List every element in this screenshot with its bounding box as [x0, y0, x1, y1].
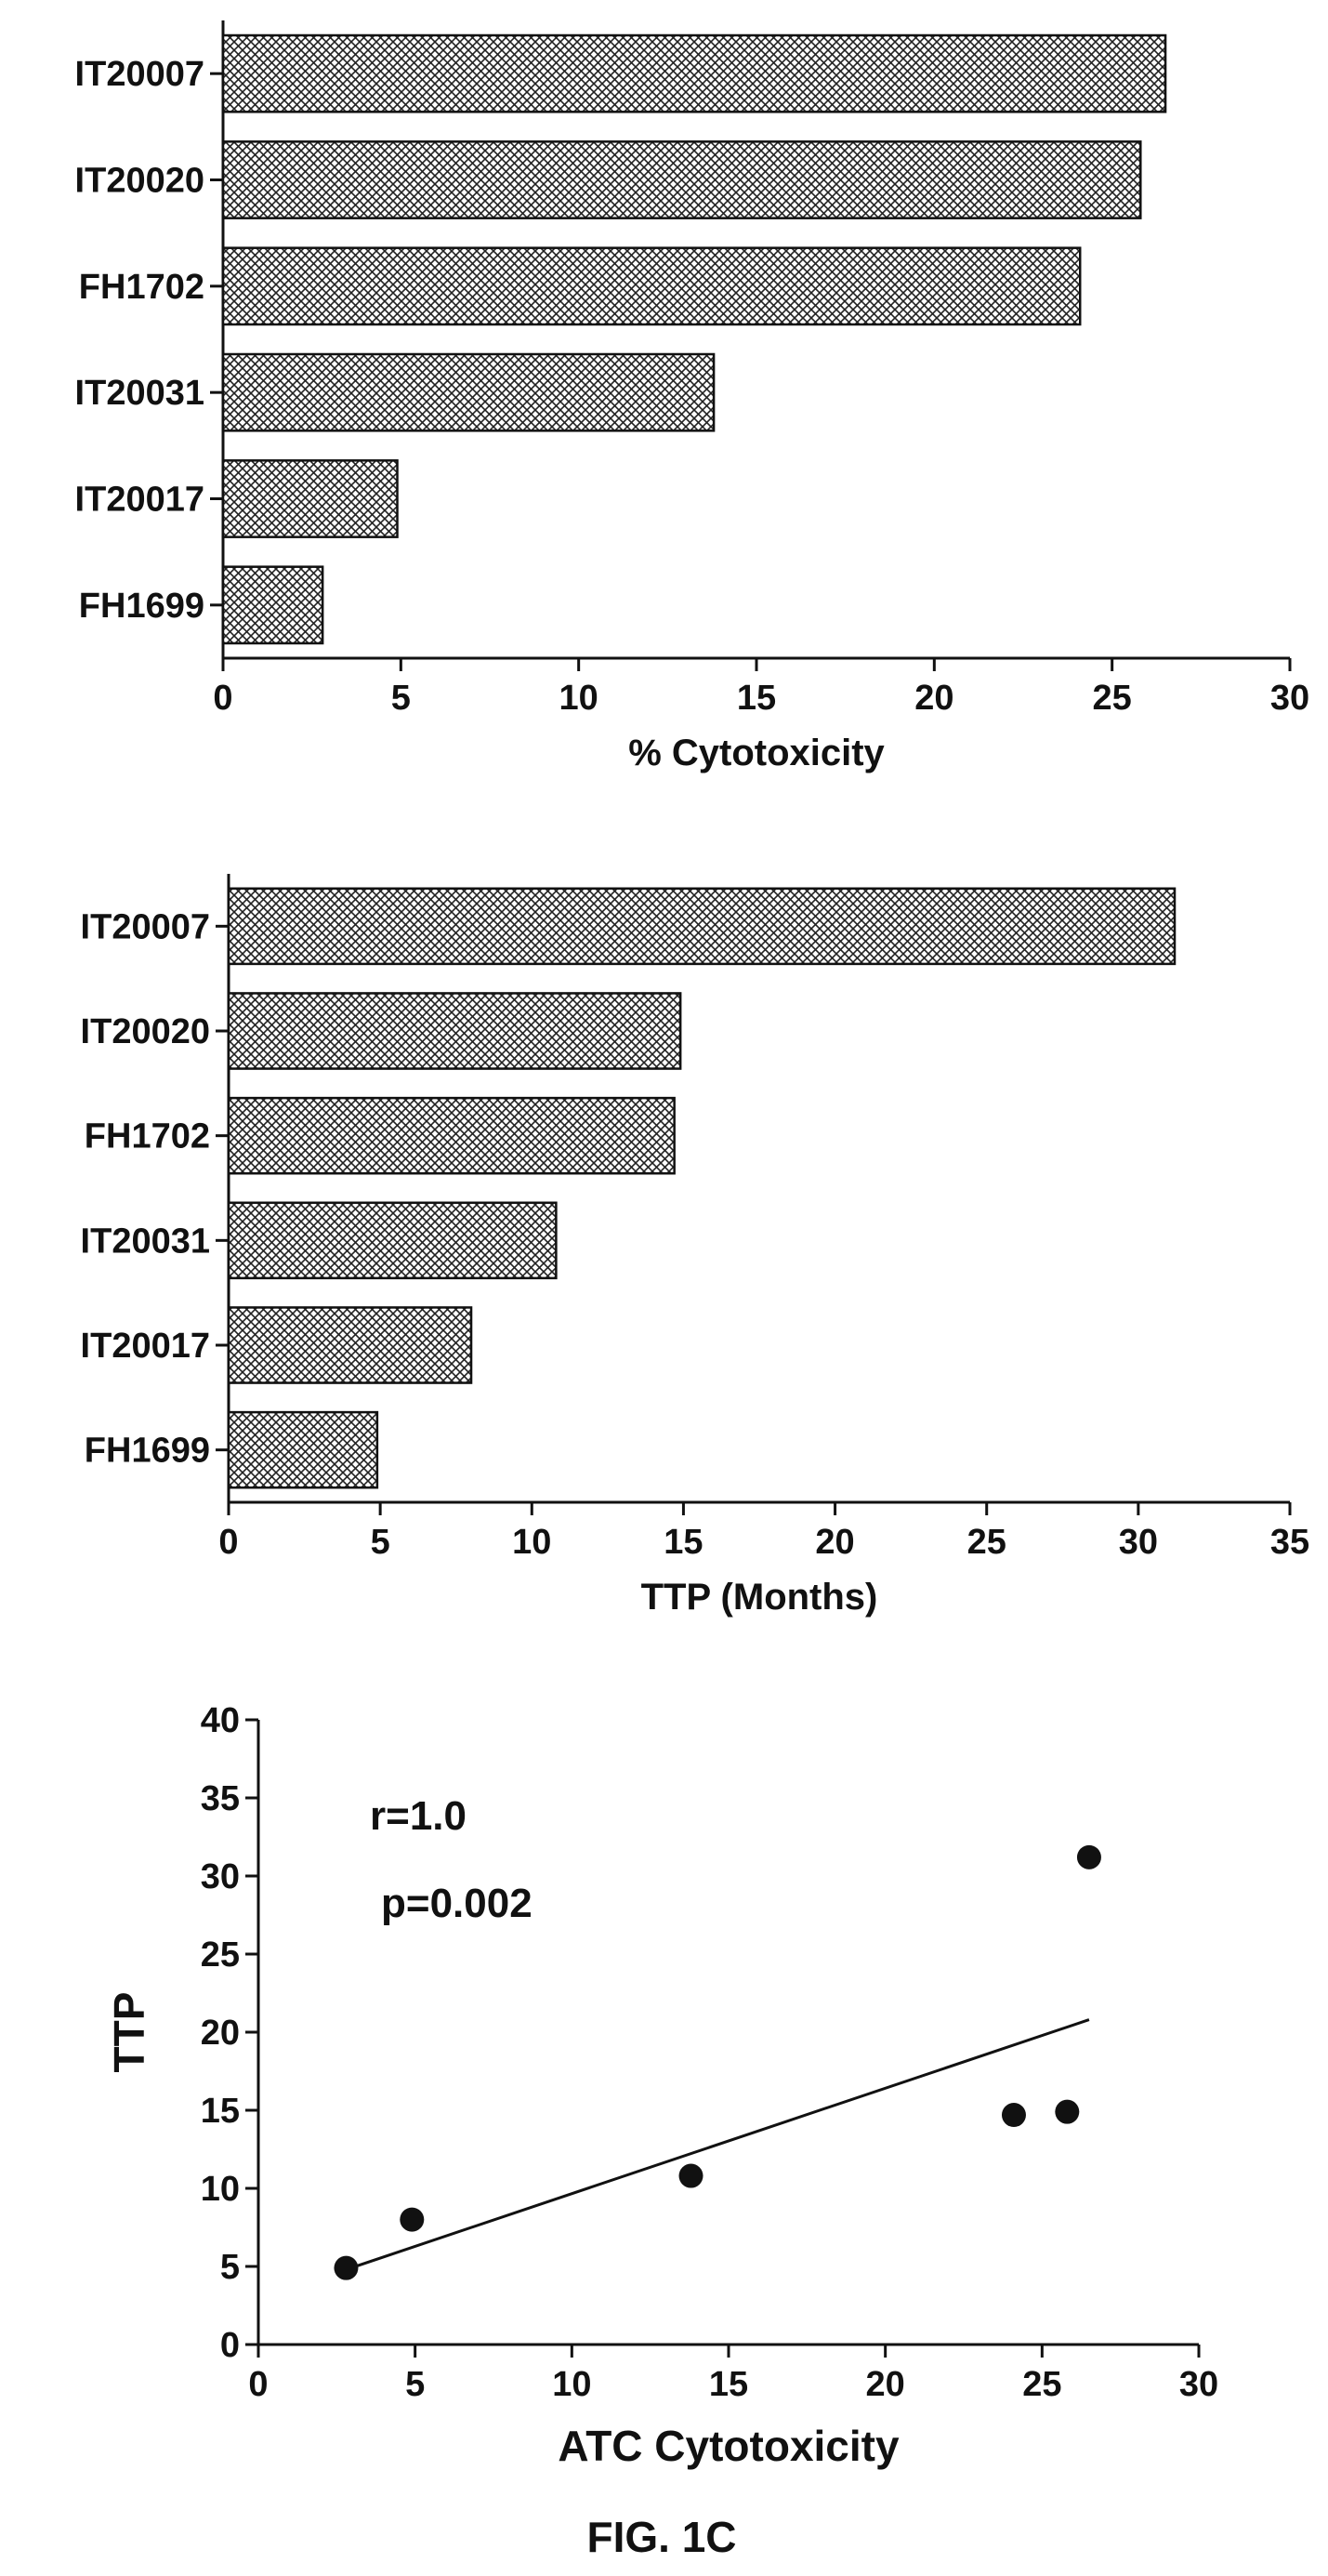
data-point — [678, 2163, 703, 2188]
y-tick-label: 30 — [201, 1857, 240, 1896]
y-tick-label: FH1699 — [85, 1432, 210, 1471]
x-tick-label: 30 — [1179, 2365, 1218, 2404]
bar — [227, 1096, 676, 1175]
x-tick-label: 0 — [248, 2365, 268, 2404]
y-tick-label: FH1699 — [79, 587, 204, 626]
bar — [227, 887, 1177, 966]
x-tick-label: 10 — [552, 2365, 591, 2404]
bar — [221, 33, 1167, 113]
data-point — [400, 2207, 425, 2232]
y-tick-label: 5 — [220, 2248, 240, 2287]
y-tick-label: FH1702 — [79, 268, 204, 307]
figure-label: FIG. 1C — [586, 2513, 736, 2561]
y-tick-label: 35 — [201, 1779, 240, 1818]
x-axis-title: ATC Cytotoxicity — [558, 2422, 900, 2470]
y-tick-label: IT20020 — [81, 1012, 210, 1051]
bar — [227, 992, 682, 1070]
x-axis-title: % Cytotoxicity — [628, 733, 885, 773]
data-point — [334, 2255, 359, 2280]
x-tick-label: 25 — [1093, 679, 1132, 718]
x-tick-label: 25 — [1022, 2365, 1061, 2404]
bar — [221, 459, 399, 538]
cytotoxicity-bar-chart: IT20007 IT20020 FH1702 IT20031 IT20017 FH1699… — [75, 20, 1309, 773]
x-tick-label: 20 — [815, 1523, 854, 1562]
x-axis-title: TTP (Months) — [641, 1577, 878, 1618]
y-tick-label: 25 — [201, 1935, 240, 1975]
bar — [227, 1306, 473, 1384]
ttp-bar-chart: IT20007 IT20020 FH1702 IT20031 IT20017 FH1699… — [81, 874, 1309, 1618]
data-point — [1076, 1844, 1101, 1869]
x-tick-label: 20 — [866, 2365, 905, 2404]
data-point — [1055, 2099, 1080, 2124]
y-tick-label: IT20031 — [81, 1222, 210, 1261]
p-value-annotation: p=0.002 — [381, 1881, 533, 1926]
y-tick-label: 0 — [220, 2326, 240, 2365]
y-tick-label: FH1702 — [85, 1117, 210, 1156]
bar — [221, 140, 1142, 219]
data-point — [1001, 2103, 1026, 2128]
ttp-vs-cytotoxicity-scatter: 0 5 10 15 20 25 30 35 40 0 5 10 15 20 25 30 r=1.0 p=0.002… — [105, 1701, 1218, 2470]
y-axis-title: TTP — [105, 1992, 153, 2073]
x-tick-label: 5 — [371, 1523, 390, 1562]
bar — [227, 1201, 558, 1280]
y-tick-label: IT20020 — [75, 162, 204, 201]
bar — [221, 246, 1082, 326]
x-tick-label: 15 — [664, 1523, 703, 1562]
x-tick-label: 10 — [559, 679, 598, 718]
x-tick-label: 0 — [218, 1523, 238, 1562]
correlation-annotation: r=1.0 — [370, 1793, 467, 1839]
x-tick-label: 25 — [967, 1523, 1006, 1562]
y-tick-label: IT20031 — [75, 374, 204, 413]
y-tick-label: IT20007 — [75, 55, 204, 94]
x-tick-label: 5 — [391, 679, 411, 718]
bar — [221, 565, 324, 645]
bar — [227, 1410, 379, 1489]
y-tick-label: 20 — [201, 2014, 240, 2053]
x-tick-label: 15 — [709, 2365, 748, 2404]
y-tick-label: 40 — [201, 1701, 240, 1740]
x-tick-label: 30 — [1119, 1523, 1158, 1562]
x-tick-label: 10 — [512, 1523, 551, 1562]
y-tick-label: IT20017 — [75, 481, 204, 520]
y-tick-label: IT20007 — [81, 907, 210, 946]
y-tick-label: IT20017 — [81, 1327, 210, 1366]
x-tick-label: 30 — [1270, 679, 1309, 718]
x-tick-label: 0 — [213, 679, 232, 718]
y-tick-label: 15 — [201, 2092, 240, 2131]
x-tick-label: 15 — [737, 679, 776, 718]
x-tick-label: 20 — [914, 679, 953, 718]
x-tick-label: 5 — [405, 2365, 425, 2404]
bar — [221, 352, 716, 432]
x-tick-label: 35 — [1270, 1523, 1309, 1562]
y-tick-label: 10 — [201, 2170, 240, 2209]
regression-line — [345, 2018, 1090, 2271]
